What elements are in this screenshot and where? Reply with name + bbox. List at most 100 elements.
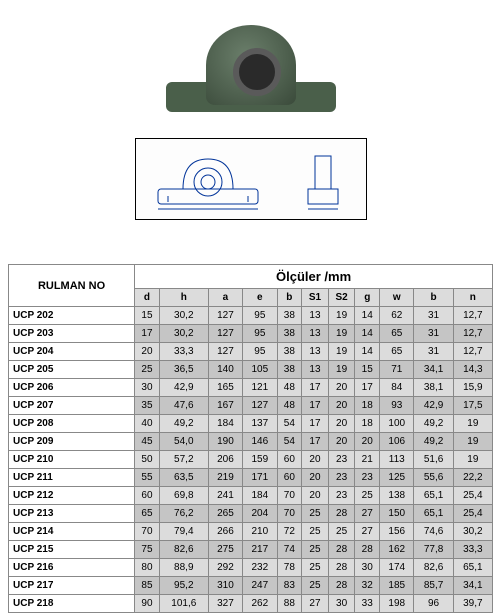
value-cell: 62 xyxy=(380,307,414,325)
side-view-diagram xyxy=(293,144,353,214)
value-cell: 174 xyxy=(380,559,414,577)
value-cell: 20 xyxy=(302,469,329,487)
table-row: UCP 2157582,62752177425282816277,833,3 xyxy=(9,541,493,559)
value-cell: 65 xyxy=(380,343,414,361)
value-cell: 23 xyxy=(328,487,355,505)
value-cell: 70 xyxy=(277,505,302,523)
model-cell: UCP 216 xyxy=(9,559,135,577)
value-cell: 14 xyxy=(355,343,380,361)
value-cell: 217 xyxy=(243,541,277,559)
value-cell: 35 xyxy=(135,397,160,415)
value-cell: 17,5 xyxy=(453,397,492,415)
value-cell: 32 xyxy=(355,577,380,595)
value-cell: 38,1 xyxy=(414,379,453,397)
value-cell: 38 xyxy=(277,325,302,343)
value-cell: 13 xyxy=(302,325,329,343)
value-cell: 14,3 xyxy=(453,361,492,379)
value-cell: 292 xyxy=(208,559,242,577)
value-cell: 79,4 xyxy=(159,523,208,541)
value-cell: 31 xyxy=(414,325,453,343)
value-cell: 165 xyxy=(208,379,242,397)
value-cell: 33,3 xyxy=(159,343,208,361)
value-cell: 82,6 xyxy=(159,541,208,559)
value-cell: 15 xyxy=(135,307,160,325)
value-cell: 78 xyxy=(277,559,302,577)
table-row: UCP 2063042,9165121481720178438,115,9 xyxy=(9,379,493,397)
value-cell: 70 xyxy=(277,487,302,505)
value-cell: 28 xyxy=(355,541,380,559)
value-cell: 71 xyxy=(380,361,414,379)
value-cell: 60 xyxy=(277,469,302,487)
value-cell: 310 xyxy=(208,577,242,595)
value-cell: 39,7 xyxy=(453,595,492,613)
value-cell: 55,6 xyxy=(414,469,453,487)
value-cell: 137 xyxy=(243,415,277,433)
value-cell: 19 xyxy=(453,433,492,451)
header-rulman: RULMAN NO xyxy=(9,265,135,307)
value-cell: 12,7 xyxy=(453,307,492,325)
value-cell: 23 xyxy=(328,469,355,487)
value-cell: 60 xyxy=(135,487,160,505)
value-cell: 95,2 xyxy=(159,577,208,595)
value-cell: 49,2 xyxy=(414,415,453,433)
value-cell: 95 xyxy=(243,325,277,343)
value-cell: 20 xyxy=(328,379,355,397)
value-cell: 20 xyxy=(328,433,355,451)
value-cell: 80 xyxy=(135,559,160,577)
value-cell: 36,5 xyxy=(159,361,208,379)
value-cell: 127 xyxy=(208,343,242,361)
value-cell: 54 xyxy=(277,415,302,433)
value-cell: 60 xyxy=(277,451,302,469)
value-cell: 17 xyxy=(355,379,380,397)
value-cell: 54,0 xyxy=(159,433,208,451)
table-row: UCP 2084049,21841375417201810049,219 xyxy=(9,415,493,433)
value-cell: 28 xyxy=(328,541,355,559)
value-cell: 30,2 xyxy=(453,523,492,541)
value-cell: 55 xyxy=(135,469,160,487)
table-row: UCP 2052536,5140105381319157134,114,3 xyxy=(9,361,493,379)
value-cell: 65 xyxy=(380,325,414,343)
value-cell: 20 xyxy=(302,487,329,505)
value-cell: 75 xyxy=(135,541,160,559)
table-row: UCP 2126069,82411847020232513865,125,4 xyxy=(9,487,493,505)
value-cell: 140 xyxy=(208,361,242,379)
value-cell: 57,2 xyxy=(159,451,208,469)
technical-diagram-area xyxy=(0,130,501,228)
col-w: w xyxy=(380,289,414,307)
value-cell: 42,9 xyxy=(414,397,453,415)
value-cell: 42,9 xyxy=(159,379,208,397)
value-cell: 19 xyxy=(328,325,355,343)
table-row: UCP 2073547,6167127481720189342,917,5 xyxy=(9,397,493,415)
value-cell: 241 xyxy=(208,487,242,505)
dimensions-table-wrap: RULMAN NO Ölçüler /mm dhaebS1S2gwbn UCP … xyxy=(0,258,501,613)
value-cell: 127 xyxy=(243,397,277,415)
model-cell: UCP 202 xyxy=(9,307,135,325)
value-cell: 20 xyxy=(328,415,355,433)
value-cell: 65,1 xyxy=(414,487,453,505)
col-e: e xyxy=(243,289,277,307)
model-cell: UCP 218 xyxy=(9,595,135,613)
value-cell: 266 xyxy=(208,523,242,541)
value-cell: 125 xyxy=(380,469,414,487)
value-cell: 48 xyxy=(277,379,302,397)
value-cell: 101,6 xyxy=(159,595,208,613)
col-b: b xyxy=(414,289,453,307)
table-row: UCP 2031730,21279538131914653112,7 xyxy=(9,325,493,343)
value-cell: 15 xyxy=(355,361,380,379)
value-cell: 38 xyxy=(277,361,302,379)
value-cell: 27 xyxy=(355,505,380,523)
value-cell: 65,1 xyxy=(453,559,492,577)
value-cell: 15,9 xyxy=(453,379,492,397)
value-cell: 327 xyxy=(208,595,242,613)
table-row: UCP 2115563,52191716020232312555,622,2 xyxy=(9,469,493,487)
value-cell: 23 xyxy=(328,451,355,469)
value-cell: 219 xyxy=(208,469,242,487)
value-cell: 25 xyxy=(302,505,329,523)
value-cell: 25 xyxy=(328,523,355,541)
value-cell: 146 xyxy=(243,433,277,451)
value-cell: 28 xyxy=(328,505,355,523)
value-cell: 23 xyxy=(355,469,380,487)
value-cell: 20 xyxy=(355,433,380,451)
value-cell: 77,8 xyxy=(414,541,453,559)
value-cell: 184 xyxy=(243,487,277,505)
